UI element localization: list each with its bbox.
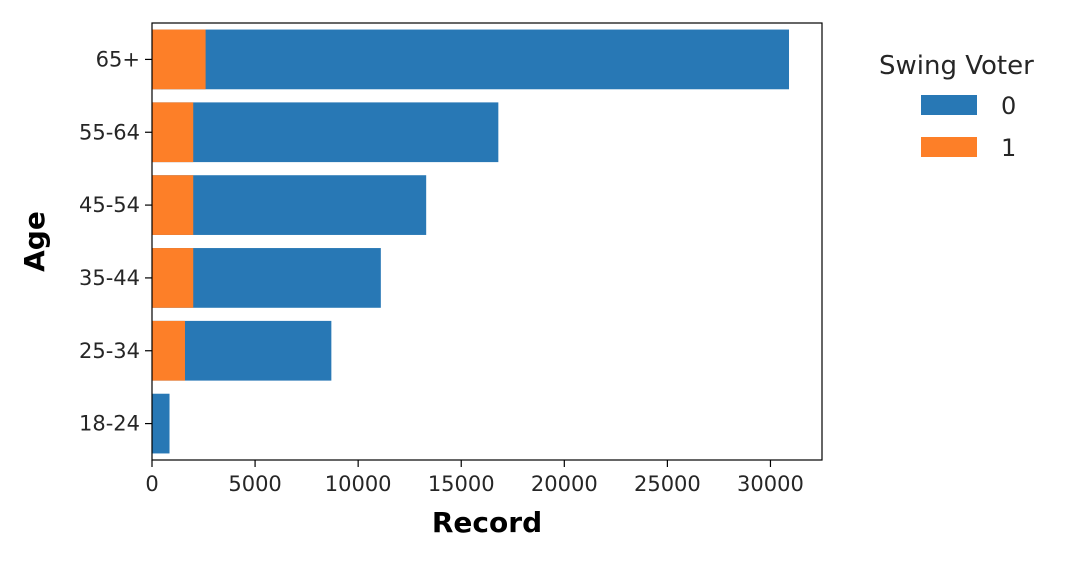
y-tick-label: 45-54 [79, 193, 140, 217]
x-tick-label: 10000 [325, 472, 392, 496]
x-tick-label: 30000 [737, 472, 804, 496]
bar-55-64-series-1 [152, 102, 194, 163]
bar-25-34-series-1 [152, 320, 185, 381]
y-axis-ticks: 18-24 25-34 35-44 45-54 55-64 65+ [79, 47, 152, 436]
y-tick-label: 25-34 [79, 339, 140, 363]
bar-45-54-series-1 [152, 175, 194, 235]
x-axis-ticks: 0 5000 10000 15000 20000 25000 30000 [145, 460, 804, 496]
x-axis-title: Record [432, 506, 542, 539]
x-tick-label: 25000 [634, 472, 701, 496]
bar-55-64-series-0 [152, 102, 499, 163]
bar-35-44-series-1 [152, 248, 194, 308]
legend: Swing Voter 0 1 [879, 51, 1034, 162]
bar-65+-series-1 [152, 29, 206, 90]
legend-label-0: 0 [1001, 92, 1016, 120]
x-tick-label: 15000 [428, 472, 495, 496]
y-tick-label: 65+ [96, 47, 140, 71]
bar-18-24-series-0 [152, 393, 170, 454]
legend-swatch-1 [921, 137, 977, 157]
bar-65+-series-0 [152, 29, 790, 90]
x-tick-label: 0 [145, 472, 158, 496]
legend-title: Swing Voter [879, 51, 1034, 81]
x-tick-label: 20000 [531, 472, 598, 496]
y-tick-label: 18-24 [79, 412, 140, 436]
bars-group [152, 29, 790, 454]
y-tick-label: 35-44 [79, 266, 140, 290]
legend-swatch-0 [921, 95, 977, 115]
y-tick-label: 55-64 [79, 120, 140, 144]
x-tick-label: 5000 [228, 472, 281, 496]
y-axis-title: Age [18, 211, 51, 272]
bar-45-54-series-0 [152, 175, 427, 235]
legend-label-1: 1 [1001, 134, 1016, 162]
plot-frame [151, 22, 823, 461]
